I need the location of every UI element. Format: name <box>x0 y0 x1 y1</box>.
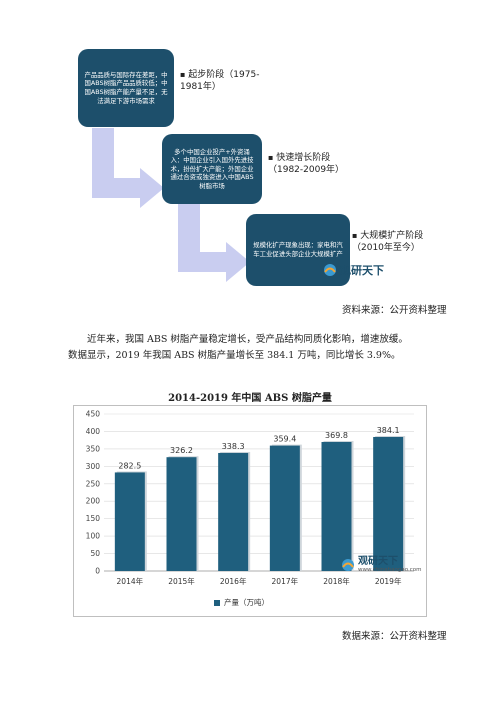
stage-diagram: 产品品质与国际存在差距，中国ABS树脂产品品质较低；中国ABS树脂产能产量不足，… <box>70 44 450 292</box>
bar-2018年 <box>321 441 352 571</box>
chart-logo-url: www.chinabaogao.com <box>358 567 422 573</box>
bar-2014年 <box>114 472 145 571</box>
y-tick-label: 450 <box>86 410 101 419</box>
diagram-source: 资料来源：公开资料整理 <box>342 305 447 316</box>
data-label: 338.3 <box>222 442 245 451</box>
y-tick-label: 150 <box>86 514 101 523</box>
legend-swatch <box>214 599 220 606</box>
y-tick-label: 100 <box>86 532 101 541</box>
x-tick-label: 2014年 <box>117 576 144 586</box>
stage-box-1: 产品品质与国际存在差距，中国ABS树脂产品品质较低；中国ABS树脂产能产量不足，… <box>78 49 174 127</box>
y-tick-label: 300 <box>86 462 101 471</box>
bar-2019年 <box>373 436 404 571</box>
data-label: 326.2 <box>170 446 193 455</box>
paragraph-line-1: 近年来，我国 ABS 树脂产量稳定增长，受产品结构同质化影响，增速放缓。 <box>87 334 408 345</box>
x-tick-label: 2019年 <box>375 576 402 586</box>
data-label: 282.5 <box>118 461 141 470</box>
data-label: 384.1 <box>377 426 400 435</box>
brand-logo: 观研天下 <box>322 262 384 278</box>
stage-label-1: ▪ 起步阶段（1975-1981年） <box>180 70 260 92</box>
arrow-1-horizontal <box>92 178 142 198</box>
x-tick-label: 2016年 <box>220 576 247 586</box>
logo-text: 观研天下 <box>340 264 384 277</box>
arrow-2-head <box>226 242 250 282</box>
x-tick-label: 2017年 <box>272 576 299 586</box>
bar-2017年 <box>269 445 300 571</box>
legend-label: 产量（万吨） <box>224 598 269 607</box>
stage-label-3: ▪ 大规模扩产阶段（2010年至今） <box>352 231 424 253</box>
chart-source: 数据来源：公开资料整理 <box>342 631 447 642</box>
data-label: 359.4 <box>273 435 296 444</box>
stage-label-2-text: 快速增长阶段（1982-2009年） <box>268 153 345 175</box>
data-label: 369.8 <box>325 431 348 440</box>
stage-label-3-text: 大规模扩产阶段（2010年至今） <box>352 231 424 253</box>
y-tick-label: 350 <box>86 444 101 453</box>
stage-box-2: 多个中国企业投产+外资涌入：中国企业引入国外先进技术，扮份扩大产能；外国企业通过… <box>162 134 262 204</box>
bar-2015年 <box>166 457 197 571</box>
y-tick-label: 250 <box>86 479 101 488</box>
body-paragraph: 近年来，我国 ABS 树脂产量稳定增长，受产品结构同质化影响，增速放缓。 数据显… <box>68 332 452 364</box>
y-tick-label: 50 <box>90 549 100 558</box>
chart-frame: 282.5 326.2 338.3 359.4 369.8 384.1 0 50 100 150… <box>73 405 427 617</box>
bar-chart: 282.5 326.2 338.3 359.4 369.8 384.1 0 50 100 150… <box>86 410 414 586</box>
chart-logo-icon <box>342 558 354 571</box>
paragraph-line-2: 数据显示，2019 年我国 ABS 树脂产量增长至 384.1 万吨，同比增长 … <box>68 350 401 361</box>
x-tick-label: 2018年 <box>323 576 350 586</box>
chart-title: 2014-2019 年中国 ABS 树脂产量 <box>168 393 332 404</box>
stage-label-1-text: 起步阶段（1975-1981年） <box>180 70 260 92</box>
logo-icon <box>324 264 336 276</box>
chart-logo-text: 观研天下 <box>358 556 398 567</box>
bar-2016年 <box>218 452 249 571</box>
arrow-1-head <box>140 168 164 208</box>
x-tick-label: 2015年 <box>168 576 195 586</box>
y-tick-label: 400 <box>86 427 101 436</box>
arrow-2-horizontal <box>178 252 228 272</box>
stage-label-2: ▪ 快速增长阶段（1982-2009年） <box>268 153 345 175</box>
y-tick-label: 0 <box>95 567 100 576</box>
stage-box-3: 规模化扩产现象出现：家电和汽车工业促进头部企业大规模扩产 <box>246 214 350 286</box>
y-tick-label: 200 <box>86 497 101 506</box>
chart-logo: 观研天下 www.chinabaogao.com <box>340 556 421 573</box>
chart-legend: 产量（万吨） <box>214 597 269 608</box>
